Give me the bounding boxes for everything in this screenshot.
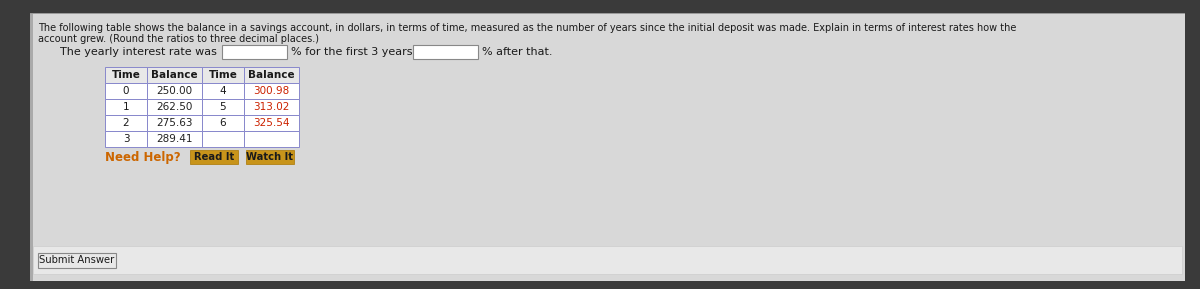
Bar xyxy=(244,67,299,83)
Text: Balance: Balance xyxy=(151,70,198,80)
Text: 3: 3 xyxy=(122,134,130,144)
Text: Read It: Read It xyxy=(194,152,234,162)
Bar xyxy=(106,115,148,131)
Text: % after that.: % after that. xyxy=(482,47,552,57)
Bar xyxy=(202,67,244,83)
Text: 250.00: 250.00 xyxy=(156,86,192,96)
Bar xyxy=(202,99,244,115)
Bar xyxy=(244,115,299,131)
Bar xyxy=(148,67,202,83)
Text: 289.41: 289.41 xyxy=(156,134,193,144)
Bar xyxy=(30,13,1186,14)
Text: 325.54: 325.54 xyxy=(253,118,289,128)
Text: 262.50: 262.50 xyxy=(156,102,193,112)
Bar xyxy=(244,99,299,115)
Bar xyxy=(148,83,202,99)
Bar xyxy=(106,99,148,115)
FancyBboxPatch shape xyxy=(38,253,116,268)
Text: Submit Answer: Submit Answer xyxy=(40,255,115,265)
Bar xyxy=(148,115,202,131)
Text: 6: 6 xyxy=(220,118,227,128)
Text: 1: 1 xyxy=(122,102,130,112)
FancyBboxPatch shape xyxy=(30,13,1186,281)
Text: Watch It: Watch It xyxy=(246,152,294,162)
Text: % for the first 3 years, then: % for the first 3 years, then xyxy=(292,47,445,57)
FancyBboxPatch shape xyxy=(413,45,478,59)
Bar xyxy=(106,67,148,83)
FancyBboxPatch shape xyxy=(190,150,238,164)
Bar xyxy=(148,131,202,147)
Bar xyxy=(202,83,244,99)
Text: Balance: Balance xyxy=(248,70,295,80)
FancyBboxPatch shape xyxy=(222,45,287,59)
Bar xyxy=(106,131,148,147)
Text: 275.63: 275.63 xyxy=(156,118,193,128)
FancyBboxPatch shape xyxy=(246,150,294,164)
Bar xyxy=(202,115,244,131)
Bar xyxy=(106,83,148,99)
Text: 4: 4 xyxy=(220,86,227,96)
Text: 313.02: 313.02 xyxy=(253,102,289,112)
Text: Time: Time xyxy=(112,70,140,80)
Text: 300.98: 300.98 xyxy=(253,86,289,96)
FancyBboxPatch shape xyxy=(34,246,1182,274)
Text: Time: Time xyxy=(209,70,238,80)
Bar xyxy=(244,131,299,147)
Text: The yearly interest rate was: The yearly interest rate was xyxy=(60,47,217,57)
Bar xyxy=(202,131,244,147)
Text: account grew. (Round the ratios to three decimal places.): account grew. (Round the ratios to three… xyxy=(38,34,319,44)
Text: 5: 5 xyxy=(220,102,227,112)
Bar xyxy=(244,83,299,99)
Text: The following table shows the balance in a savings account, in dollars, in terms: The following table shows the balance in… xyxy=(38,23,1016,33)
Text: Need Help?: Need Help? xyxy=(106,151,181,164)
Text: 0: 0 xyxy=(122,86,130,96)
Bar xyxy=(30,13,34,281)
Bar xyxy=(148,99,202,115)
Text: 2: 2 xyxy=(122,118,130,128)
